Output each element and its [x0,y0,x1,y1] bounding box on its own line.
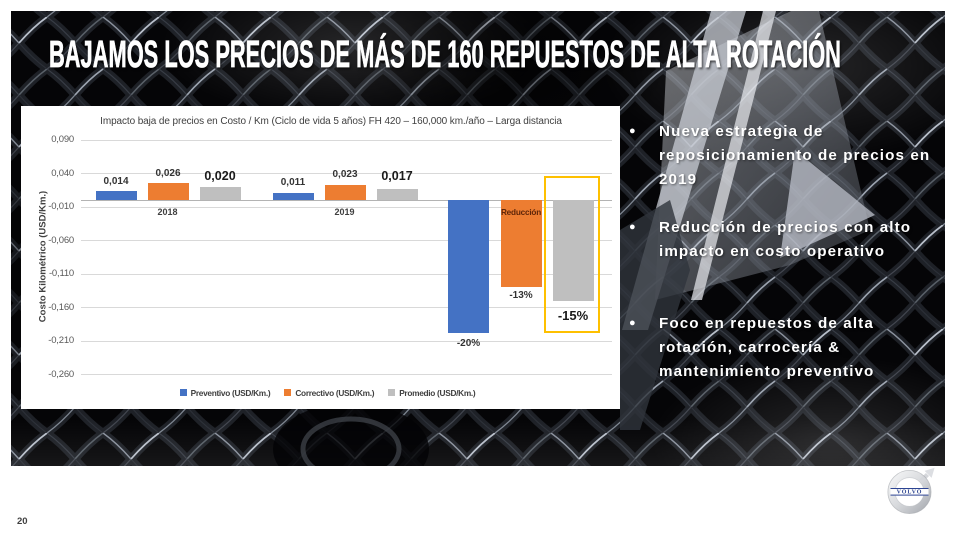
svg-text:VOLVO: VOLVO [897,490,923,496]
